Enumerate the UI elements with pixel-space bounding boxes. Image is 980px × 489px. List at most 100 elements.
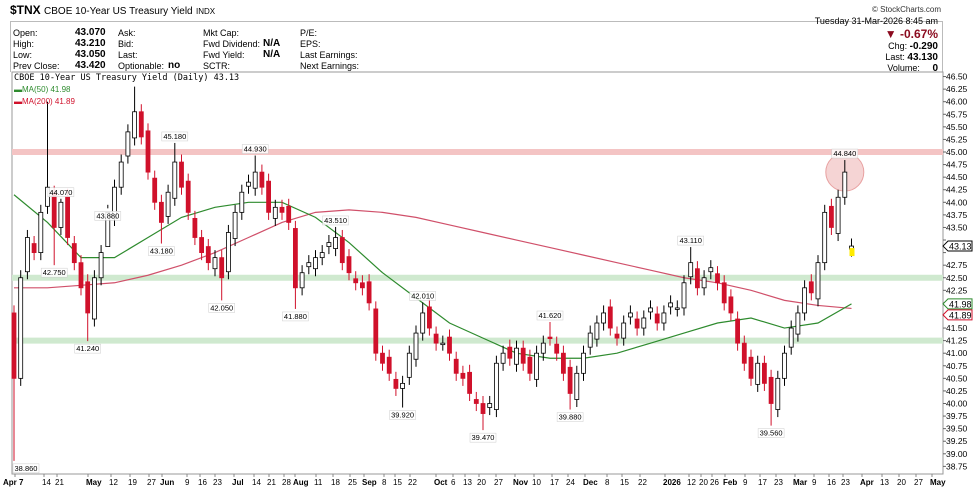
band-resistance <box>12 149 943 155</box>
candle-body <box>246 181 251 187</box>
y-tick-label: 41.00 <box>946 348 968 358</box>
candle-body <box>815 262 821 300</box>
candle-body <box>842 171 848 198</box>
field-label: Next Earnings: <box>300 61 360 71</box>
y-tick-label: 42.75 <box>946 260 968 270</box>
candle-body <box>594 322 600 340</box>
field-label: Fwd Dividend: <box>203 39 261 49</box>
candle-body <box>205 246 211 264</box>
field-label: SCTR: <box>203 61 230 71</box>
candle-body <box>11 312 17 379</box>
candle-body <box>480 403 486 414</box>
x-tick-label: 17 <box>550 478 559 487</box>
y-tick-label: 43.75 <box>946 210 968 220</box>
candle-body <box>346 256 352 274</box>
y-tick-label: 44.00 <box>946 197 968 207</box>
candle-body <box>353 278 359 284</box>
candle-body <box>735 318 740 344</box>
candle-body <box>152 177 158 203</box>
candle-body <box>31 243 37 254</box>
x-tick-label: 9 <box>743 478 748 487</box>
candle-body <box>393 378 399 389</box>
candle-body <box>634 318 640 329</box>
field-label: Low: <box>13 50 33 60</box>
y-tick-label: 41.50 <box>946 323 968 333</box>
symbol: $TNX <box>10 3 41 17</box>
x-tick-label: 6 <box>451 478 456 487</box>
candle-body <box>701 277 707 289</box>
y-tick-label: 42.25 <box>946 285 968 295</box>
price-label-box <box>40 267 68 278</box>
price-label: 43.110 <box>680 236 702 245</box>
price-label-box <box>536 310 564 321</box>
candle-body <box>514 347 519 365</box>
candle-body <box>71 243 77 264</box>
x-tick-label: 20 <box>477 478 486 487</box>
price-label: 43.180 <box>150 247 173 256</box>
candle-body <box>58 201 64 228</box>
x-tick-label: 16 <box>198 478 207 487</box>
candle-body <box>534 352 539 380</box>
y-tick-label: 45.25 <box>946 134 968 144</box>
price-label-box <box>757 428 785 438</box>
candle-body <box>125 131 131 157</box>
y-tick-label: 40.50 <box>946 373 968 383</box>
price-label-box <box>208 303 235 313</box>
y-tick-label: 40.25 <box>946 386 968 396</box>
candle-body <box>695 268 700 289</box>
candle-body <box>426 306 432 329</box>
candle-body <box>259 171 265 188</box>
field-label: Fwd Yield: <box>203 50 245 60</box>
volume-row: Volume: 0 <box>887 63 938 74</box>
exchange: INDX <box>195 7 216 16</box>
x-tick-label: 23 <box>841 478 850 487</box>
last-label: Last: <box>885 52 905 62</box>
field-label: High: <box>13 39 35 49</box>
candle-body <box>38 211 44 254</box>
candle-body <box>165 191 171 217</box>
candle-body <box>192 217 198 238</box>
price-tag-label: 43.13 <box>949 242 972 252</box>
chg-label: Chg: <box>888 41 908 51</box>
candle-body <box>520 347 526 364</box>
ma50-line <box>13 194 852 359</box>
price-label: 43.880 <box>96 211 119 220</box>
candle-body <box>581 352 586 374</box>
candle-body <box>661 312 667 324</box>
candle-body <box>601 312 606 324</box>
x-tick-label: 28 <box>282 478 291 487</box>
x-tick-label: 12 <box>109 478 118 487</box>
field-value: 43.210 <box>75 38 106 49</box>
candle-body <box>380 352 385 364</box>
y-tick-label: 39.00 <box>946 449 968 459</box>
x-tick-label: 25 <box>348 478 357 487</box>
candle-body <box>654 313 660 324</box>
x-tick-label: 13 <box>463 478 472 487</box>
candle-body <box>782 352 787 379</box>
price-label: 39.920 <box>391 411 414 420</box>
candle-body <box>835 196 841 234</box>
last-row: Last: 43.130 <box>885 52 938 63</box>
price-label-box <box>161 131 189 142</box>
y-tick-label: 45.50 <box>946 122 968 132</box>
field-label: Prev Close: <box>13 61 60 71</box>
candle-body <box>132 111 138 139</box>
price-label-box <box>282 311 309 322</box>
chart-title: CBOE 10-Year US Treasury Yield (Daily) 4… <box>14 73 240 83</box>
candle-body <box>24 237 30 273</box>
price-label: 41.620 <box>539 311 562 320</box>
candle-body <box>51 192 57 228</box>
candle-body <box>721 282 727 304</box>
x-tick-label: 14 <box>252 478 261 487</box>
candle-body <box>688 262 694 278</box>
x-tick-label: 8 <box>382 478 387 487</box>
candle-body <box>400 382 406 389</box>
candle-body <box>795 312 801 335</box>
candle-body <box>755 362 761 385</box>
field-label: EPS: <box>300 39 321 49</box>
candle-body <box>775 377 781 410</box>
x-tick-label: 11 <box>314 478 323 487</box>
candle-body <box>527 356 533 374</box>
y-tick-label: 44.75 <box>946 160 968 170</box>
